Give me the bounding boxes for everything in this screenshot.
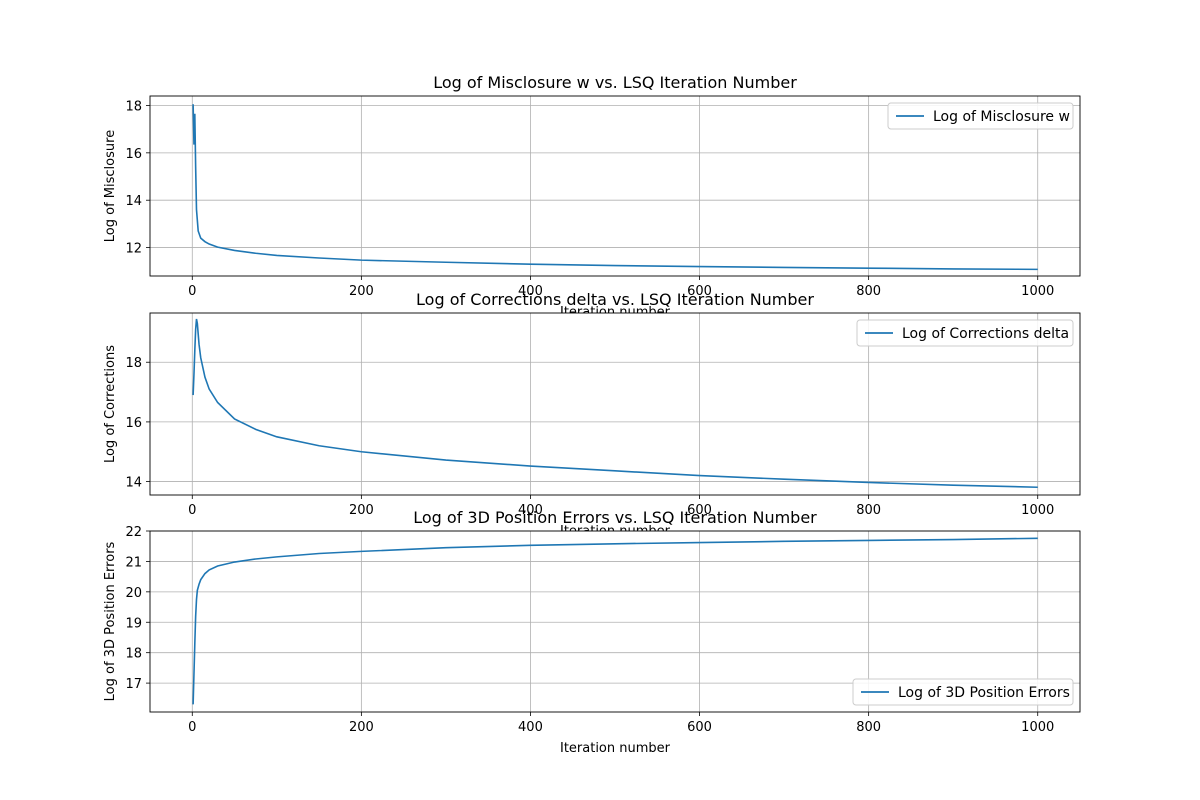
legend: Log of 3D Position Errors <box>852 678 1074 706</box>
x-tick-label: 1000 <box>1021 720 1054 735</box>
series-line <box>192 318 1038 489</box>
y-axis-label: Log of 3D Position Errors <box>103 541 118 701</box>
x-tick-label: 0 <box>188 503 196 518</box>
x-tick-label: 0 <box>188 284 196 299</box>
legend-box <box>887 102 1074 130</box>
y-tick-label: 14 <box>125 476 142 491</box>
x-tick-label: 800 <box>856 720 881 735</box>
x-tick-label: 200 <box>349 503 374 518</box>
y-tick-label: 16 <box>125 147 142 162</box>
x-tick-label: 1000 <box>1021 503 1054 518</box>
y-tick-label: 22 <box>125 525 142 540</box>
chart-title: Log of Misclosure w vs. LSQ Iteration Nu… <box>433 73 797 92</box>
x-axis-label: Iteration number <box>560 741 671 756</box>
chart-panel-2: 0 200 400 600 800 1000 14 16 18 Log of Correction… <box>103 290 1081 539</box>
y-tick-label: 17 <box>125 677 142 692</box>
legend-label: Log of Corrections delta <box>902 326 1069 342</box>
y-tick-label: 21 <box>125 555 142 570</box>
y-tick-label: 20 <box>125 586 142 601</box>
legend: Log of Misclosure w <box>887 102 1074 130</box>
y-tick-label: 18 <box>125 647 142 662</box>
x-tick-label: 600 <box>687 503 712 518</box>
x-tick-label: 200 <box>349 720 374 735</box>
x-tick-label: 200 <box>349 284 374 299</box>
x-tick-label: 0 <box>188 720 196 735</box>
y-tick-label: 19 <box>125 616 142 631</box>
series-line <box>192 537 1038 705</box>
series-line <box>192 104 1038 271</box>
legend-label: Log of Misclosure w <box>933 109 1070 125</box>
legend-label: Log of 3D Position Errors <box>898 685 1070 701</box>
x-tick-label: 600 <box>687 284 712 299</box>
axes-frame <box>149 95 1081 277</box>
y-tick-label: 18 <box>125 356 142 371</box>
y-axis-label: Log of Misclosure <box>103 130 118 242</box>
y-axis-label: Log of Corrections <box>103 345 118 463</box>
axes-frame <box>149 530 1081 713</box>
chart-panel-1: 0 200 400 600 800 1000 12 14 16 18 Log of Misclosu… <box>103 73 1081 320</box>
x-tick-label: 400 <box>518 720 543 735</box>
x-tick-label: 800 <box>856 503 881 518</box>
chart-title: Log of Corrections delta vs. LSQ Iterati… <box>416 290 814 309</box>
y-tick-label: 14 <box>125 194 142 209</box>
x-tick-label: 400 <box>518 503 543 518</box>
legend: Log of Corrections delta <box>856 319 1074 347</box>
x-tick-label: 600 <box>687 720 712 735</box>
chart-panel-3: 0 200 400 600 800 1000 17 18 19 20 21 22 Log of 3D P… <box>103 508 1081 756</box>
y-tick-label: 16 <box>125 416 142 431</box>
x-tick-label: 400 <box>518 284 543 299</box>
axes-frame <box>149 312 1081 496</box>
legend-box <box>852 678 1074 706</box>
legend-box <box>856 319 1074 347</box>
y-tick-label: 12 <box>125 242 142 257</box>
x-tick-label: 800 <box>856 284 881 299</box>
chart-title: Log of 3D Position Errors vs. LSQ Iterat… <box>413 508 817 527</box>
y-tick-label: 18 <box>125 99 142 114</box>
x-tick-label: 1000 <box>1021 284 1054 299</box>
